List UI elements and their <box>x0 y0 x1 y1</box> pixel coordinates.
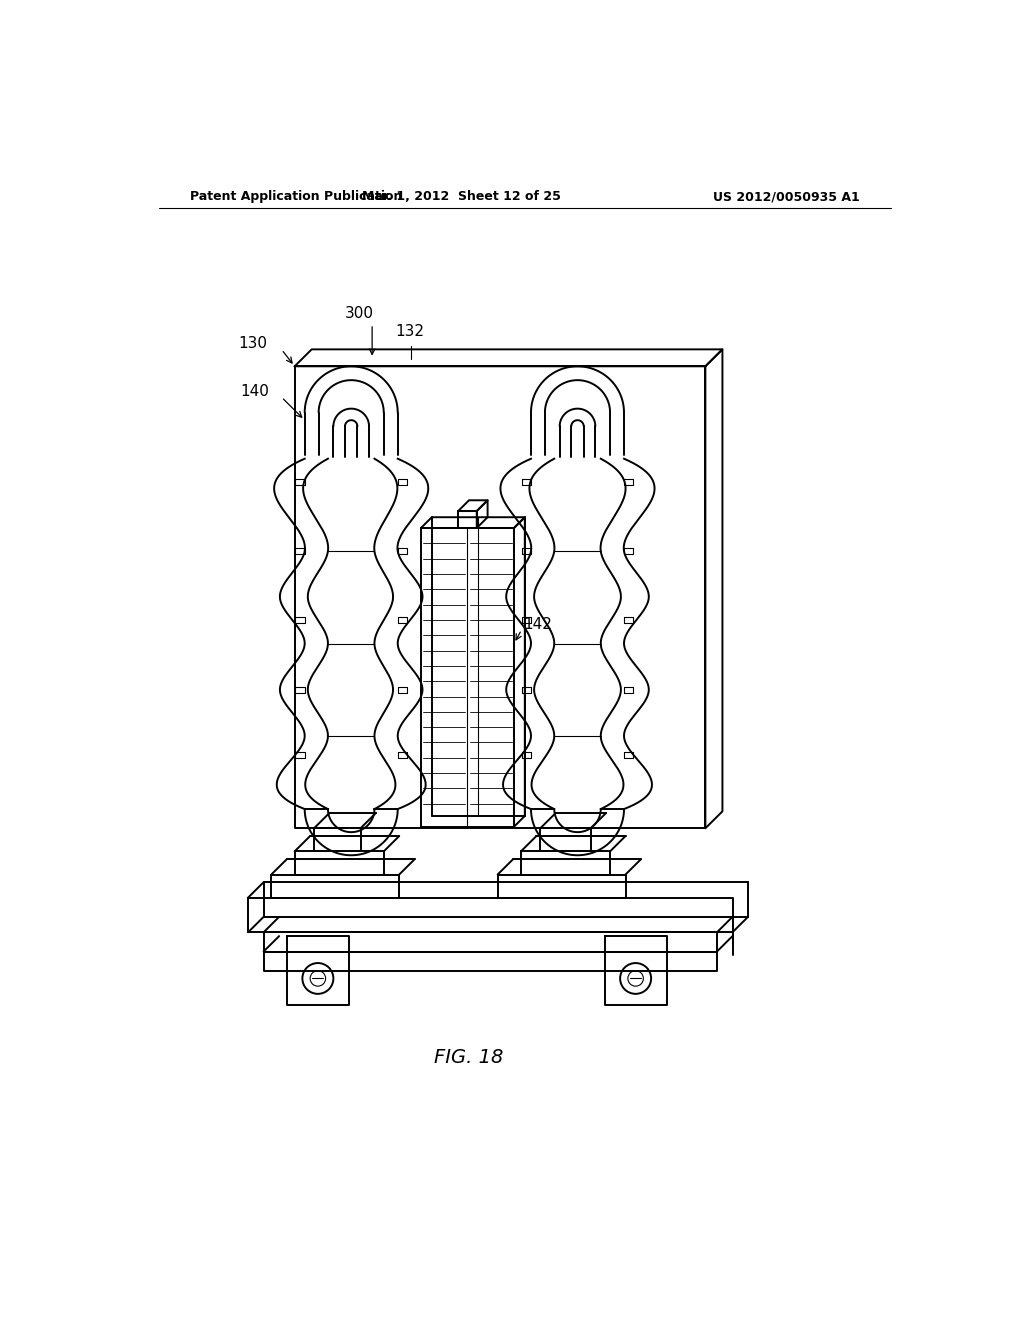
Text: 300: 300 <box>344 306 374 322</box>
Text: Patent Application Publication: Patent Application Publication <box>190 190 402 203</box>
Text: 130: 130 <box>239 335 267 351</box>
Text: 132: 132 <box>395 325 424 339</box>
Text: US 2012/0050935 A1: US 2012/0050935 A1 <box>713 190 860 203</box>
Text: 140: 140 <box>241 384 269 399</box>
Text: Mar. 1, 2012  Sheet 12 of 25: Mar. 1, 2012 Sheet 12 of 25 <box>361 190 561 203</box>
Text: 142: 142 <box>523 616 552 632</box>
Text: FIG. 18: FIG. 18 <box>434 1048 504 1068</box>
